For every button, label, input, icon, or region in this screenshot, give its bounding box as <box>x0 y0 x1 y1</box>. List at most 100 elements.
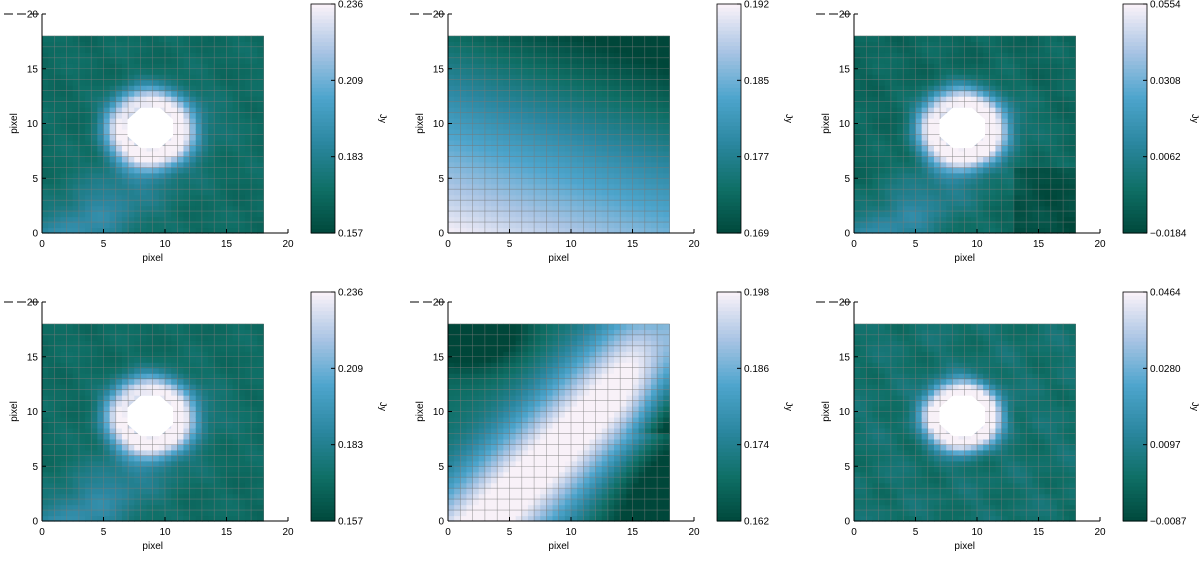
colorbar-segment <box>717 31 741 35</box>
heatmap-cell <box>553 140 560 146</box>
colorbar-segment <box>311 35 335 39</box>
heatmap-cell <box>971 52 978 58</box>
heatmap-cell <box>571 173 578 179</box>
masked-region <box>128 108 174 149</box>
heatmap-cell <box>879 52 886 58</box>
heatmap-cell <box>983 52 990 58</box>
heatmap-cell <box>257 162 264 168</box>
heatmap-cell <box>454 145 461 151</box>
heatmap-cell <box>54 368 61 374</box>
heatmap-cell <box>940 200 947 206</box>
heatmap-cell <box>860 69 867 75</box>
heatmap-cell <box>73 118 80 124</box>
heatmap-cell <box>177 167 184 173</box>
heatmap-cell <box>916 184 923 190</box>
heatmap-cell <box>866 189 873 195</box>
heatmap-cell <box>1057 134 1064 140</box>
heatmap-cell <box>1020 156 1027 162</box>
heatmap-cell <box>196 52 203 58</box>
heatmap-cell <box>110 184 117 190</box>
heatmap-cell <box>214 113 221 119</box>
heatmap-cell <box>565 184 572 190</box>
heatmap-cell <box>42 472 49 478</box>
heatmap-cell <box>959 102 966 108</box>
heatmap-cell <box>147 510 154 516</box>
heatmap-cell <box>448 102 455 108</box>
heatmap-cell <box>208 140 215 146</box>
heatmap-cell <box>60 433 67 439</box>
heatmap-cell <box>546 52 553 58</box>
heatmap-cell <box>91 162 98 168</box>
heatmap-cell <box>134 151 141 157</box>
heatmap-cell <box>134 329 141 335</box>
heatmap-cell <box>866 69 873 75</box>
heatmap-cell <box>79 412 86 418</box>
heatmap-cell <box>122 41 129 47</box>
heatmap-cell <box>140 189 147 195</box>
heatmap-cell <box>245 58 252 64</box>
heatmap-cell <box>73 140 80 146</box>
heatmap-cell <box>510 96 517 102</box>
heatmap-cell <box>583 91 590 97</box>
heatmap-cell <box>79 96 86 102</box>
heatmap-cell <box>571 80 578 86</box>
heatmap-cell <box>897 222 904 228</box>
heatmap-cell <box>1069 134 1076 140</box>
heatmap-cell <box>589 162 596 168</box>
heatmap-cell <box>85 455 92 461</box>
heatmap-cell <box>110 41 117 47</box>
heatmap-cell <box>571 189 578 195</box>
heatmap-cell <box>983 47 990 53</box>
heatmap-cell <box>97 466 104 472</box>
heatmap-cell <box>239 200 246 206</box>
heatmap-cell <box>454 47 461 53</box>
heatmap-cell <box>1039 52 1046 58</box>
heatmap-cell <box>67 412 74 418</box>
heatmap-cell <box>602 167 609 173</box>
heatmap-cell <box>546 63 553 69</box>
heatmap-cell <box>485 69 492 75</box>
heatmap-cell <box>497 217 504 223</box>
heatmap-cell <box>251 113 258 119</box>
heatmap-cell <box>97 488 104 494</box>
heatmap-cell <box>85 63 92 69</box>
heatmap-cell <box>485 36 492 42</box>
heatmap-cell <box>134 335 141 341</box>
heatmap-cell <box>208 118 215 124</box>
heatmap-cell <box>663 222 670 228</box>
heatmap-cell <box>651 118 658 124</box>
heatmap-cell <box>651 36 658 42</box>
heatmap-cell <box>503 211 510 217</box>
heatmap-cell <box>147 189 154 195</box>
heatmap-cell <box>663 217 670 223</box>
heatmap-cell <box>620 96 627 102</box>
colorbar-segment <box>1123 38 1147 42</box>
heatmap-cell <box>97 335 104 341</box>
heatmap-cell <box>251 80 258 86</box>
heatmap-cell <box>1020 173 1027 179</box>
heatmap-cell <box>122 346 129 352</box>
heatmap-cell <box>220 134 227 140</box>
heatmap-cell <box>916 36 923 42</box>
heatmap-cell <box>571 47 578 53</box>
heatmap-cell <box>54 74 61 80</box>
heatmap-cell <box>522 41 529 47</box>
heatmap-cell <box>546 222 553 228</box>
heatmap-cell <box>516 222 523 228</box>
heatmap-cell <box>128 483 135 489</box>
heatmap-cell <box>134 162 141 168</box>
heatmap-cell <box>596 162 603 168</box>
heatmap-cell <box>257 80 264 86</box>
heatmap-cell <box>159 505 166 511</box>
heatmap-cell <box>885 151 892 157</box>
heatmap-cell <box>602 134 609 140</box>
heatmap-cell <box>233 74 240 80</box>
heatmap-cell <box>897 36 904 42</box>
heatmap-cell <box>583 151 590 157</box>
heatmap-cell <box>602 206 609 212</box>
heatmap-cell <box>42 324 49 330</box>
heatmap-cell <box>73 96 80 102</box>
heatmap-cell <box>1020 74 1027 80</box>
heatmap-cell <box>54 455 61 461</box>
heatmap-cell <box>1032 222 1039 228</box>
